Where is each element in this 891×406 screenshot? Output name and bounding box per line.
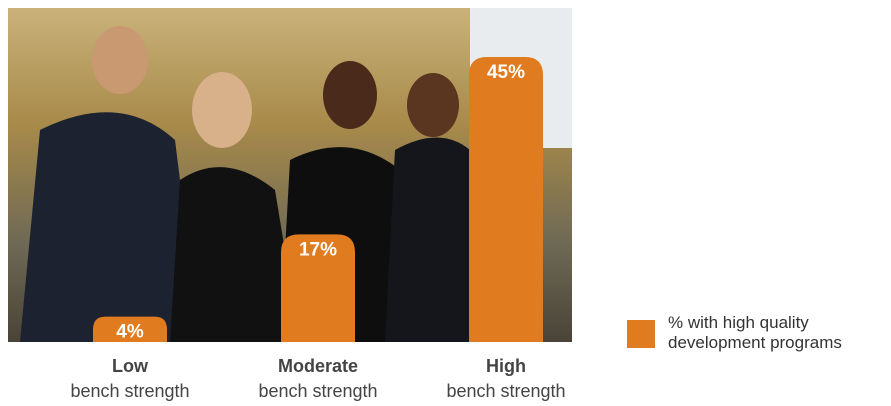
value-label: 45%: [487, 62, 525, 83]
x-tick-sublabel: bench strength: [70, 381, 189, 401]
bar: [469, 57, 543, 342]
value-label: 17%: [299, 239, 337, 260]
x-tick-label: Moderate: [278, 356, 358, 376]
legend-swatch: [627, 320, 655, 348]
bar: [281, 234, 355, 342]
x-tick-label: Low: [112, 356, 149, 376]
x-tick-label: High: [486, 356, 526, 376]
value-label: 4%: [116, 322, 144, 343]
bar: [93, 316, 167, 342]
legend-label: % with high quality development programs: [668, 313, 842, 352]
x-tick-sublabel: bench strength: [258, 381, 377, 401]
x-tick-sublabel: bench strength: [446, 381, 565, 401]
